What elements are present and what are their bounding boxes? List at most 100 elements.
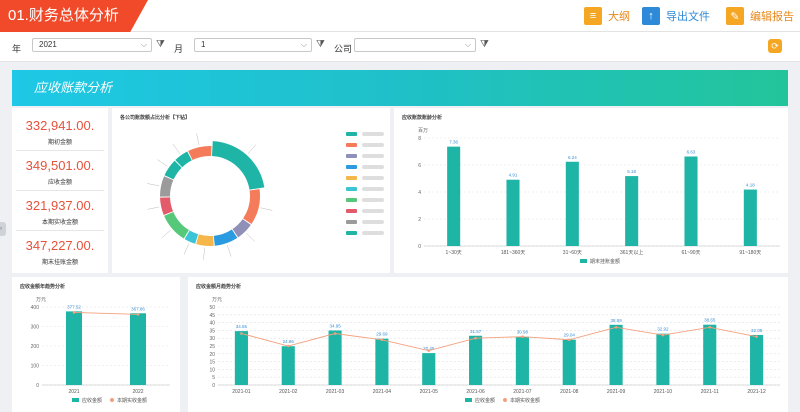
data-label: 29.04 [564, 333, 576, 338]
company-select[interactable]: ⌵ [354, 38, 476, 52]
aging-bar-chart[interactable]: 百万 0 2 4 6 8 7.36 1~30天 4.91 181~360天 6.24 31~60天 5.… [394, 108, 788, 273]
monthly-trend-chart[interactable]: 万元0510152025303540455034.552021-0124.862… [188, 277, 788, 412]
axis-unit-label: 万元 [212, 297, 222, 303]
x-tick-label: 31~60天 [563, 250, 582, 256]
data-label: 32.92 [657, 327, 669, 332]
bar [565, 161, 579, 246]
legend-swatch[interactable] [346, 198, 357, 202]
leader-line [147, 183, 160, 187]
line-point [567, 338, 571, 342]
aging-panel: 应收账款账龄分析 百万 0 2 4 6 8 7.36 1~30天 4.91 181~360天 6.2… [394, 108, 788, 273]
month-filter-funnel-icon[interactable]: ⧩ [316, 39, 325, 50]
y-tick-label: 2 [418, 217, 421, 223]
year-select[interactable]: 2021 ⌵ [32, 38, 152, 52]
export-button[interactable]: ↑ 导出文件 [642, 6, 710, 26]
legend-swatch [503, 398, 507, 402]
bar [281, 346, 295, 385]
legend-swatch[interactable] [346, 165, 357, 169]
legend-swatch[interactable] [346, 209, 357, 213]
donut-slice [164, 211, 190, 239]
data-label: 31.57 [470, 329, 482, 334]
bar [515, 336, 529, 385]
legend-swatch[interactable] [346, 143, 357, 147]
bar [469, 335, 483, 385]
leader-line [196, 133, 200, 146]
leader-line [226, 244, 232, 257]
data-label: 6.63 [687, 149, 696, 154]
refresh-icon[interactable]: ⟳ [768, 39, 782, 53]
legend-swatch[interactable] [346, 132, 357, 136]
legend-label-redacted [362, 220, 384, 224]
kpi-panel: 332,941.00. 期初金额 349,501.00. 应收金额 321,93… [12, 108, 108, 273]
kpi-closing: 347,227.00. 期末挂账金额 [12, 238, 108, 266]
y-tick-label: 0 [36, 383, 39, 389]
data-label: 7.36 [449, 140, 458, 145]
x-tick-label: 61~90天 [681, 250, 700, 256]
x-tick-label: 1~30天 [446, 250, 462, 256]
donut-chart[interactable] [112, 108, 390, 273]
data-label: 4.18 [746, 183, 755, 188]
divider [16, 230, 104, 231]
monthly-trend-panel: 应收金额月趋势分析 万元 0 5 10 15 20 25 30 35 40 45 50 34.55 202… [188, 277, 788, 412]
company-label: 公司 [334, 44, 353, 54]
bar [656, 333, 670, 385]
y-tick-label: 100 [31, 364, 40, 370]
y-tick-label: 5 [212, 375, 215, 381]
month-select[interactable]: 1 ⌵ [194, 38, 312, 52]
y-tick-label: 25 [209, 344, 215, 350]
line-point [708, 325, 712, 329]
leader-line [246, 232, 256, 242]
data-label: 29.69 [376, 332, 388, 337]
x-tick-label: 2022 [132, 389, 143, 395]
outline-button-label: 大纲 [608, 11, 630, 23]
kpi-label: 应收金额 [47, 180, 72, 186]
report-content: 应收账款分析 332,941.00. 期初金额 349,501.00. 应收金额… [12, 70, 788, 412]
axis-unit-label: 万元 [36, 297, 46, 303]
data-label: 5.18 [627, 169, 636, 174]
legend-label: 期末挂账金额 [590, 258, 620, 265]
data-label: 4.91 [509, 173, 518, 178]
donut-slice [164, 160, 182, 180]
annual-trend-chart[interactable]: 万元 0 100 200 300 400 377.52 2021 367.86 2022 应收金额 本… [12, 277, 180, 412]
divider [16, 150, 104, 151]
y-tick-label: 6 [418, 163, 421, 169]
bar [375, 338, 389, 385]
edit-report-button[interactable]: ✎ 编辑报告 [726, 6, 794, 26]
data-label: 38.65 [704, 318, 716, 323]
outline-button[interactable]: ≡ 大纲 [584, 6, 630, 26]
bar [703, 324, 717, 385]
company-filter-funnel-icon[interactable]: ⧩ [480, 39, 489, 50]
y-tick-label: 400 [31, 305, 40, 311]
line-point [380, 338, 384, 342]
year-filter-funnel-icon[interactable]: ⧩ [156, 39, 165, 50]
x-tick-label: 2021-03 [326, 389, 345, 395]
export-icon: ↑ [642, 7, 660, 25]
legend-swatch[interactable] [346, 187, 357, 191]
y-tick-label: 15 [209, 360, 215, 366]
donut-slice [211, 141, 265, 190]
legend-label-redacted [362, 132, 384, 136]
legend-swatch[interactable] [346, 231, 357, 235]
kpi-value: 332,941.00. [25, 118, 95, 133]
panel-title: 应收账款账龄分析 [402, 115, 443, 121]
legend-swatch[interactable] [346, 176, 357, 180]
legend-swatch[interactable] [346, 220, 357, 224]
x-tick-label: 2021-05 [420, 389, 439, 395]
company-share-panel: 各公司账款额占比分析【下钻】 [112, 108, 390, 273]
y-tick-label: 10 [209, 367, 215, 373]
axis-unit-label: 百万 [418, 128, 428, 134]
bar [506, 179, 520, 246]
legend-swatch[interactable] [346, 154, 357, 158]
y-tick-label: 35 [209, 328, 215, 334]
y-tick-label: 30 [209, 336, 215, 342]
bar [743, 189, 757, 246]
line-point [286, 344, 290, 348]
line-point [72, 311, 76, 314]
bar [750, 334, 764, 385]
side-expand-handle[interactable]: › [0, 222, 6, 236]
chevron-down-icon: ⌵ [464, 40, 471, 49]
y-tick-label: 40 [209, 321, 215, 327]
line-point [427, 349, 431, 352]
x-tick-label: 2021-12 [747, 389, 766, 395]
legend-label-redacted [362, 231, 384, 235]
